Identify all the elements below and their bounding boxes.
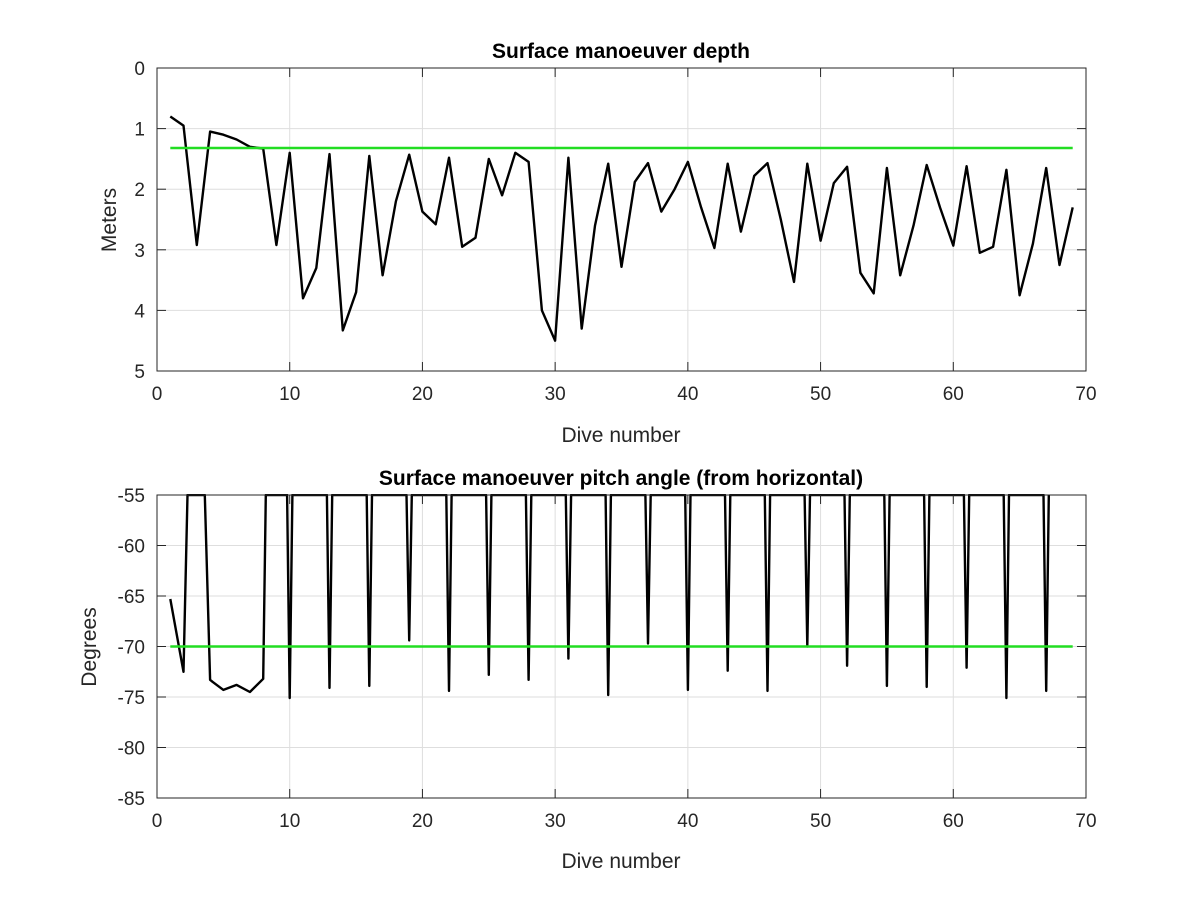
depth-x-tick-label: 20: [412, 384, 433, 405]
pitch-x-tick-label: 0: [152, 811, 163, 832]
pitch-x-tick-label: 10: [279, 811, 300, 832]
depth-plot-title: Surface manoeuver depth: [492, 40, 750, 63]
pitch-plot: Surface manoeuver pitch angle (from hori…: [78, 467, 1097, 873]
pitch-x-tick-label: 30: [545, 811, 566, 832]
depth-y-tick-label: 2: [134, 180, 145, 201]
pitch-x-tick-label: 40: [677, 811, 698, 832]
depth-plot-ylabel: Meters: [98, 188, 121, 252]
depth-x-tick-label: 70: [1075, 384, 1096, 405]
pitch-plot-xlabel: Dive number: [561, 850, 680, 873]
depth-axes-frame: [156, 67, 1087, 372]
depth-plot: Surface manoeuver depth Dive number Mete…: [98, 40, 1097, 447]
depth-x-tick-label: 40: [677, 384, 698, 405]
depth-data-line: [169, 115, 1074, 342]
pitch-plot-ylabel: Degrees: [78, 607, 101, 686]
pitch-x-tick-label: 60: [943, 811, 964, 832]
depth-y-tick-label: 5: [134, 362, 145, 383]
pitch-y-tick-label: -80: [118, 739, 145, 760]
depth-y-tick-label: 3: [134, 241, 145, 262]
pitch-y-tick-label: -55: [118, 486, 145, 507]
depth-x-tick-label: 30: [545, 384, 566, 405]
depth-x-tick-label: 0: [152, 384, 163, 405]
pitch-y-tick-label: -65: [118, 587, 145, 608]
depth-y-tick-label: 1: [134, 120, 145, 141]
depth-x-tick-label: 50: [810, 384, 831, 405]
depth-y-tick-label: 4: [134, 301, 145, 322]
depth-x-tick-label: 10: [279, 384, 300, 405]
pitch-y-tick-label: -60: [118, 537, 145, 558]
pitch-x-tick-label: 70: [1075, 811, 1096, 832]
pitch-y-tick-label: -85: [118, 789, 145, 810]
depth-x-tick-label: 60: [943, 384, 964, 405]
depth-y-tick-label: 0: [134, 59, 145, 80]
pitch-y-tick-label: -75: [118, 688, 145, 709]
pitch-x-tick-label: 50: [810, 811, 831, 832]
pitch-plot-title: Surface manoeuver pitch angle (from hori…: [379, 467, 863, 490]
depth-plot-xlabel: Dive number: [561, 424, 680, 447]
pitch-y-tick-label: -70: [118, 638, 145, 659]
pitch-x-tick-label: 20: [412, 811, 433, 832]
